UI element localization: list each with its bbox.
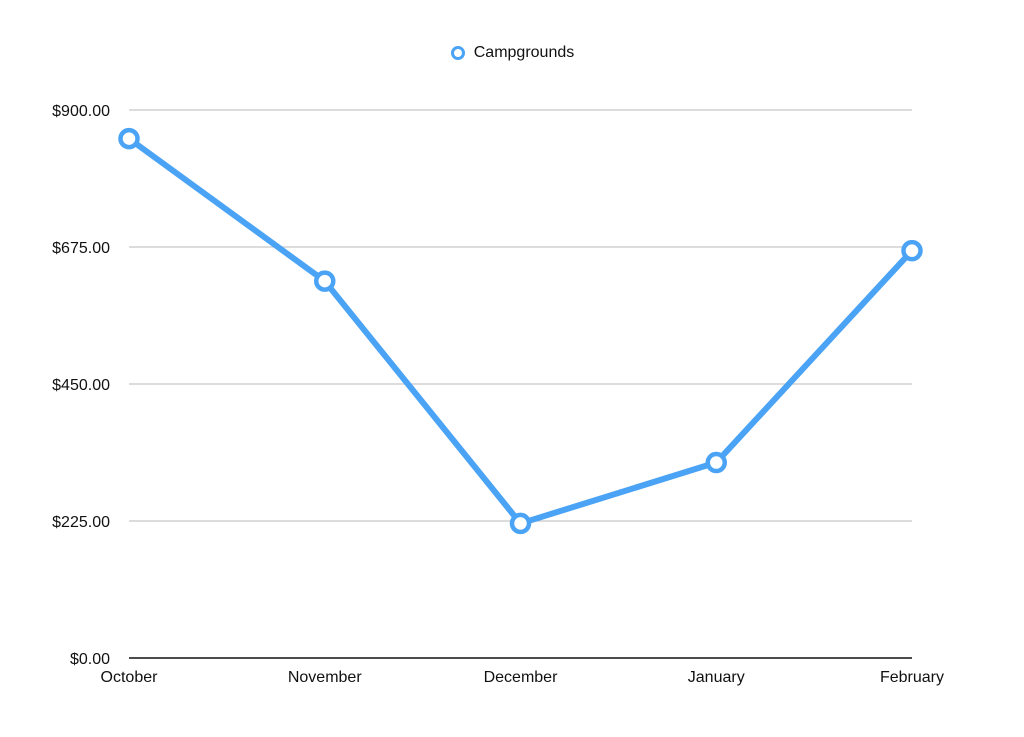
legend-label: Campgrounds bbox=[473, 44, 575, 61]
data-point bbox=[118, 127, 140, 150]
x-tick-label: November bbox=[288, 669, 362, 686]
legend-marker-icon bbox=[450, 46, 465, 60]
data-point bbox=[901, 239, 923, 262]
y-tick-label: $675.00 bbox=[52, 240, 110, 257]
y-tick-label: $450.00 bbox=[52, 377, 110, 394]
legend: Campgrounds bbox=[0, 44, 1024, 62]
data-point bbox=[509, 512, 532, 535]
x-tick-label: December bbox=[484, 669, 558, 686]
y-tick-label: $225.00 bbox=[52, 514, 110, 531]
series-line bbox=[126, 135, 915, 527]
data-point bbox=[314, 270, 336, 292]
x-tick-label: October bbox=[101, 669, 159, 686]
x-tick-label: January bbox=[688, 669, 745, 686]
data-point bbox=[705, 451, 727, 474]
y-tick-label: $900.00 bbox=[52, 103, 110, 120]
y-tick-label: $0.00 bbox=[70, 651, 110, 668]
x-tick-label: February bbox=[880, 669, 944, 686]
